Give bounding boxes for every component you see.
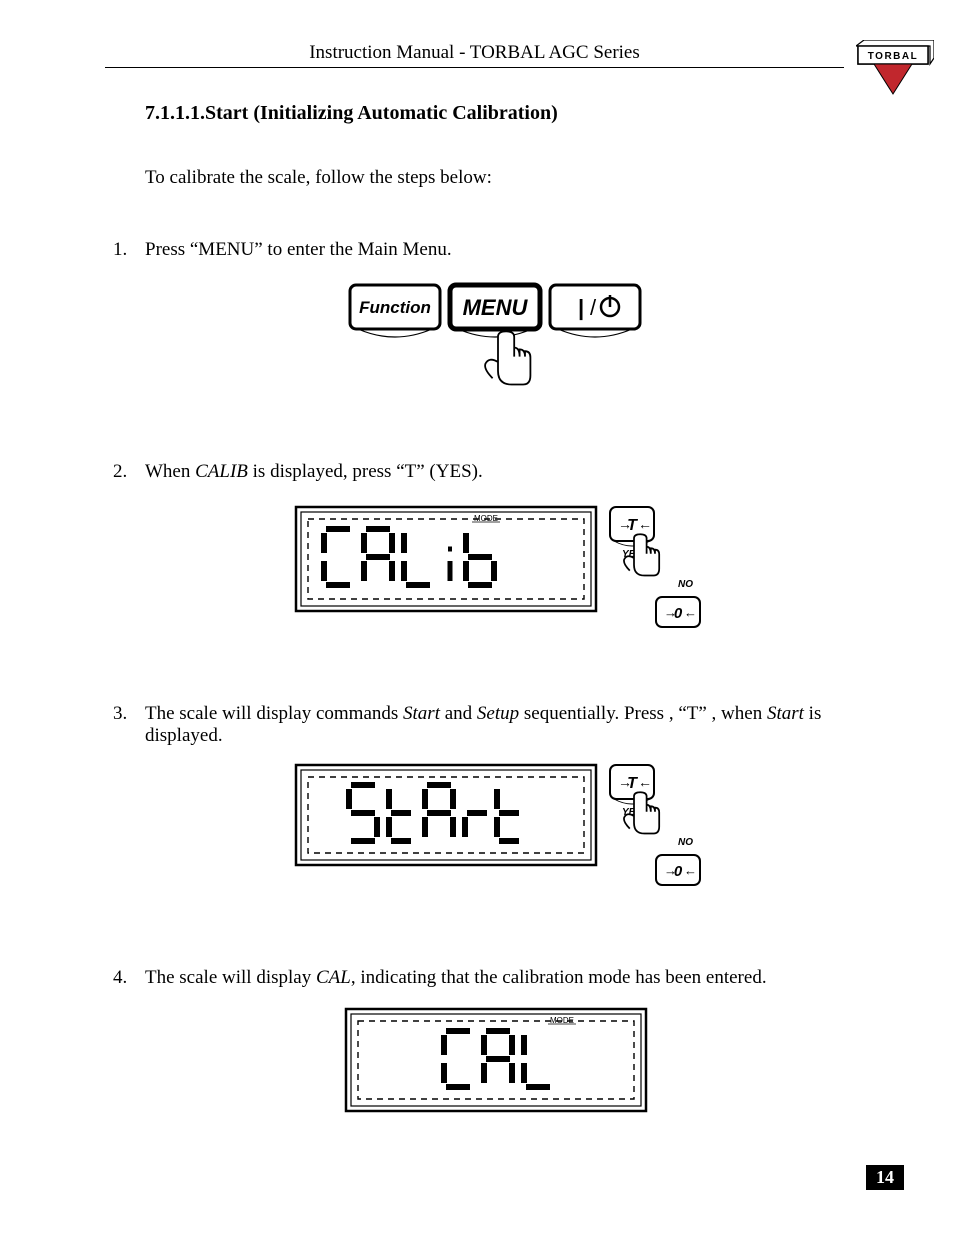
step-number: 3. xyxy=(113,703,145,747)
logo-text: TORBAL xyxy=(868,51,918,62)
svg-text:NO: NO xyxy=(678,579,693,590)
svg-text:Function: Function xyxy=(359,298,431,317)
doc-header: Instruction Manual - TORBAL AGC Series xyxy=(105,42,844,68)
function-button: Function xyxy=(350,285,440,337)
svg-text:←: ← xyxy=(684,863,697,878)
step-3: 3. The scale will display commands Start… xyxy=(113,703,894,747)
figure-menu-buttons: Function MENU | / xyxy=(105,275,894,421)
figure-lcd-cal: MODE xyxy=(105,1003,894,1129)
svg-text:MENU: MENU xyxy=(462,295,528,320)
step-number: 2. xyxy=(113,461,145,483)
svg-text:T: T xyxy=(627,775,638,792)
svg-text:←: ← xyxy=(638,774,652,790)
svg-text:0: 0 xyxy=(673,605,682,622)
svg-text:|: | xyxy=(578,295,584,320)
figure-lcd-calib: MODE xyxy=(105,497,894,663)
step-text: Press “MENU” to enter the Main Menu. xyxy=(145,239,894,261)
menu-button: MENU xyxy=(450,285,540,337)
step-text: When CALIB is displayed, press “T” (YES)… xyxy=(145,461,894,483)
svg-text:/: / xyxy=(590,295,597,320)
step-number: 1. xyxy=(113,239,145,261)
figure-lcd-start: → T ← YES NO → 0 ← xyxy=(105,761,894,927)
svg-text:T: T xyxy=(627,517,638,534)
step-2: 2. When CALIB is displayed, press “T” (Y… xyxy=(113,461,894,483)
step-4: 4. The scale will display CAL, indicatin… xyxy=(113,967,894,989)
zero-no-button: → 0 ← xyxy=(656,597,700,627)
step-text: The scale will display commands Start an… xyxy=(145,703,894,747)
step-text: The scale will display CAL, indicating t… xyxy=(145,967,894,989)
intro-text: To calibrate the scale, follow the steps… xyxy=(145,167,894,189)
torbal-logo: TORBAL xyxy=(856,40,934,110)
hand-pointer-icon xyxy=(485,331,530,384)
svg-text:←: ← xyxy=(638,516,652,532)
page-number: 14 xyxy=(866,1165,904,1190)
section-heading: 7.1.1.1.Start (Initializing Automatic Ca… xyxy=(145,102,894,125)
svg-text:←: ← xyxy=(684,605,697,620)
svg-text:0: 0 xyxy=(673,863,682,880)
step-number: 4. xyxy=(113,967,145,989)
power-button: | / xyxy=(550,285,640,337)
step-1: 1. Press “MENU” to enter the Main Menu. xyxy=(113,239,894,261)
svg-text:NO: NO xyxy=(678,837,693,848)
zero-no-button: → 0 ← xyxy=(656,855,700,885)
